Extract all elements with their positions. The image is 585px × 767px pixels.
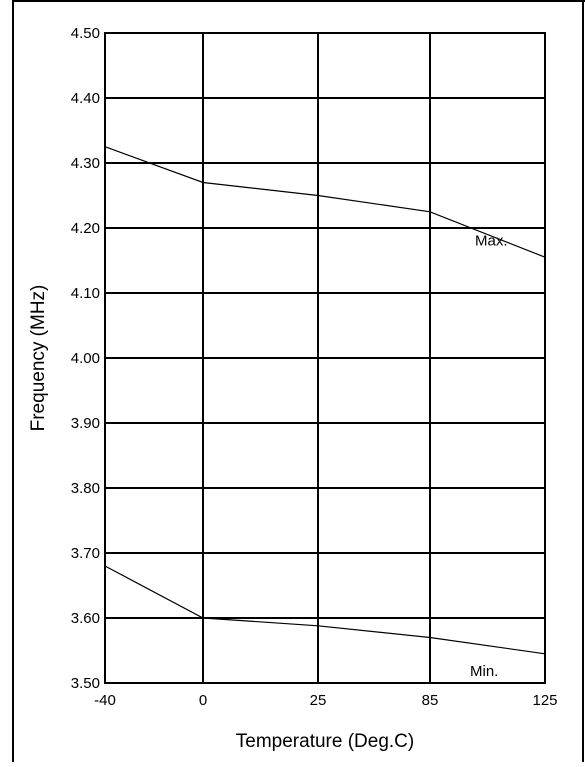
y-tick-label: 4.20 — [71, 220, 100, 237]
x-tick-label: 85 — [422, 692, 439, 709]
series-line-min — [104, 565, 546, 655]
y-axis-title: Frequency (MHz) — [28, 285, 49, 432]
x-tick-label: 0 — [199, 692, 207, 709]
x-tick-label: 125 — [532, 692, 557, 709]
grid-layer — [105, 33, 545, 683]
y-tick-label: 4.50 — [71, 25, 100, 42]
y-tick-label: 3.80 — [71, 480, 100, 497]
y-tick-label: 3.50 — [71, 675, 100, 692]
series-layer: Max. Min. — [104, 146, 546, 680]
y-tick-label: 3.70 — [71, 545, 100, 562]
y-tick-label: 3.90 — [71, 415, 100, 432]
series-label-max: Max. — [475, 232, 508, 249]
plot-area-border — [104, 32, 546, 684]
y-tick-label: 4.40 — [71, 90, 100, 107]
y-tick-label: 4.30 — [71, 155, 100, 172]
tick-label-layer: 3.50 3.60 3.70 3.80 3.90 4.00 4.10 4.20 4.30 4.40… — [71, 25, 558, 709]
x-tick-label: -40 — [94, 692, 116, 709]
y-tick-label: 4.10 — [71, 285, 100, 302]
x-axis-title: Temperature (Deg.C) — [236, 731, 414, 752]
frame-top-border — [12, 0, 585, 2]
series-label-min: Min. — [470, 663, 498, 680]
y-tick-label: 4.00 — [71, 350, 100, 367]
series-line-max — [104, 146, 546, 258]
frame-left-border — [12, 0, 14, 762]
y-tick-label: 3.60 — [71, 610, 100, 627]
frame-right-border — [582, 0, 584, 762]
x-tick-label: 25 — [310, 692, 327, 709]
